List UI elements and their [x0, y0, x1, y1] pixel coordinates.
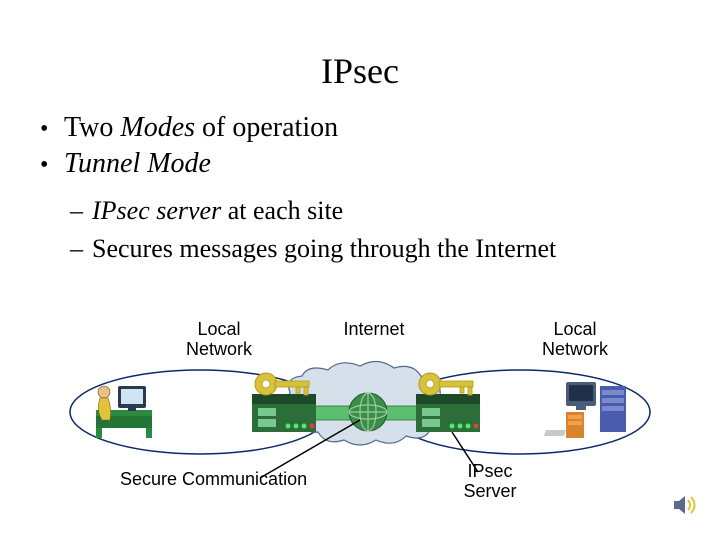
bullet-dot: • — [40, 152, 64, 179]
ipsec-server-right — [416, 394, 480, 432]
dash: – — [70, 234, 92, 264]
bullet-suffix: of operation — [202, 112, 338, 143]
dash: – — [70, 196, 92, 226]
bullet-prefix: Two — [64, 112, 113, 143]
network-diagram: LocalNetwork Internet LocalNetwork Secur… — [0, 320, 720, 520]
bullet-dot: • — [40, 116, 64, 143]
sub-plain: at each site — [221, 196, 343, 225]
label-local-left: LocalNetwork — [174, 320, 264, 360]
sub-text: IPsec server at each site — [92, 196, 343, 226]
bullet-1: • Two Modes of operation — [40, 112, 720, 144]
bullet-italic: Tunnel Mode — [64, 148, 211, 179]
label-internet: Internet — [334, 320, 414, 340]
sub-bullets: – IPsec server at each site – Secures me… — [0, 184, 720, 264]
sub-italic: IPsec server — [92, 196, 221, 225]
bullet-text: Two Modes of operation — [64, 112, 338, 144]
speaker-icon — [672, 492, 698, 518]
workstation-right-icon — [544, 382, 626, 438]
page-title: IPsec — [0, 0, 720, 92]
sub-1: – IPsec server at each site — [70, 196, 720, 226]
sub-plain: Secures messages going through the Inter… — [92, 234, 556, 263]
bullet-2: • Tunnel Mode — [40, 148, 720, 180]
label-local-right: LocalNetwork — [530, 320, 620, 360]
sub-text: Secures messages going through the Inter… — [92, 234, 556, 264]
label-ipsec-server: IPsecServer — [450, 462, 530, 502]
main-bullets: • Two Modes of operation • Tunnel Mode — [0, 92, 720, 180]
bullet-italic: Modes — [120, 112, 195, 143]
globe-icon — [349, 393, 387, 431]
workstation-left-icon — [96, 386, 152, 438]
bullet-text: Tunnel Mode — [64, 148, 211, 180]
key-icon-right — [419, 373, 473, 395]
sub-2: – Secures messages going through the Int… — [70, 234, 720, 264]
label-secure-comm: Secure Communication — [120, 470, 330, 490]
ipsec-server-left — [252, 394, 316, 432]
